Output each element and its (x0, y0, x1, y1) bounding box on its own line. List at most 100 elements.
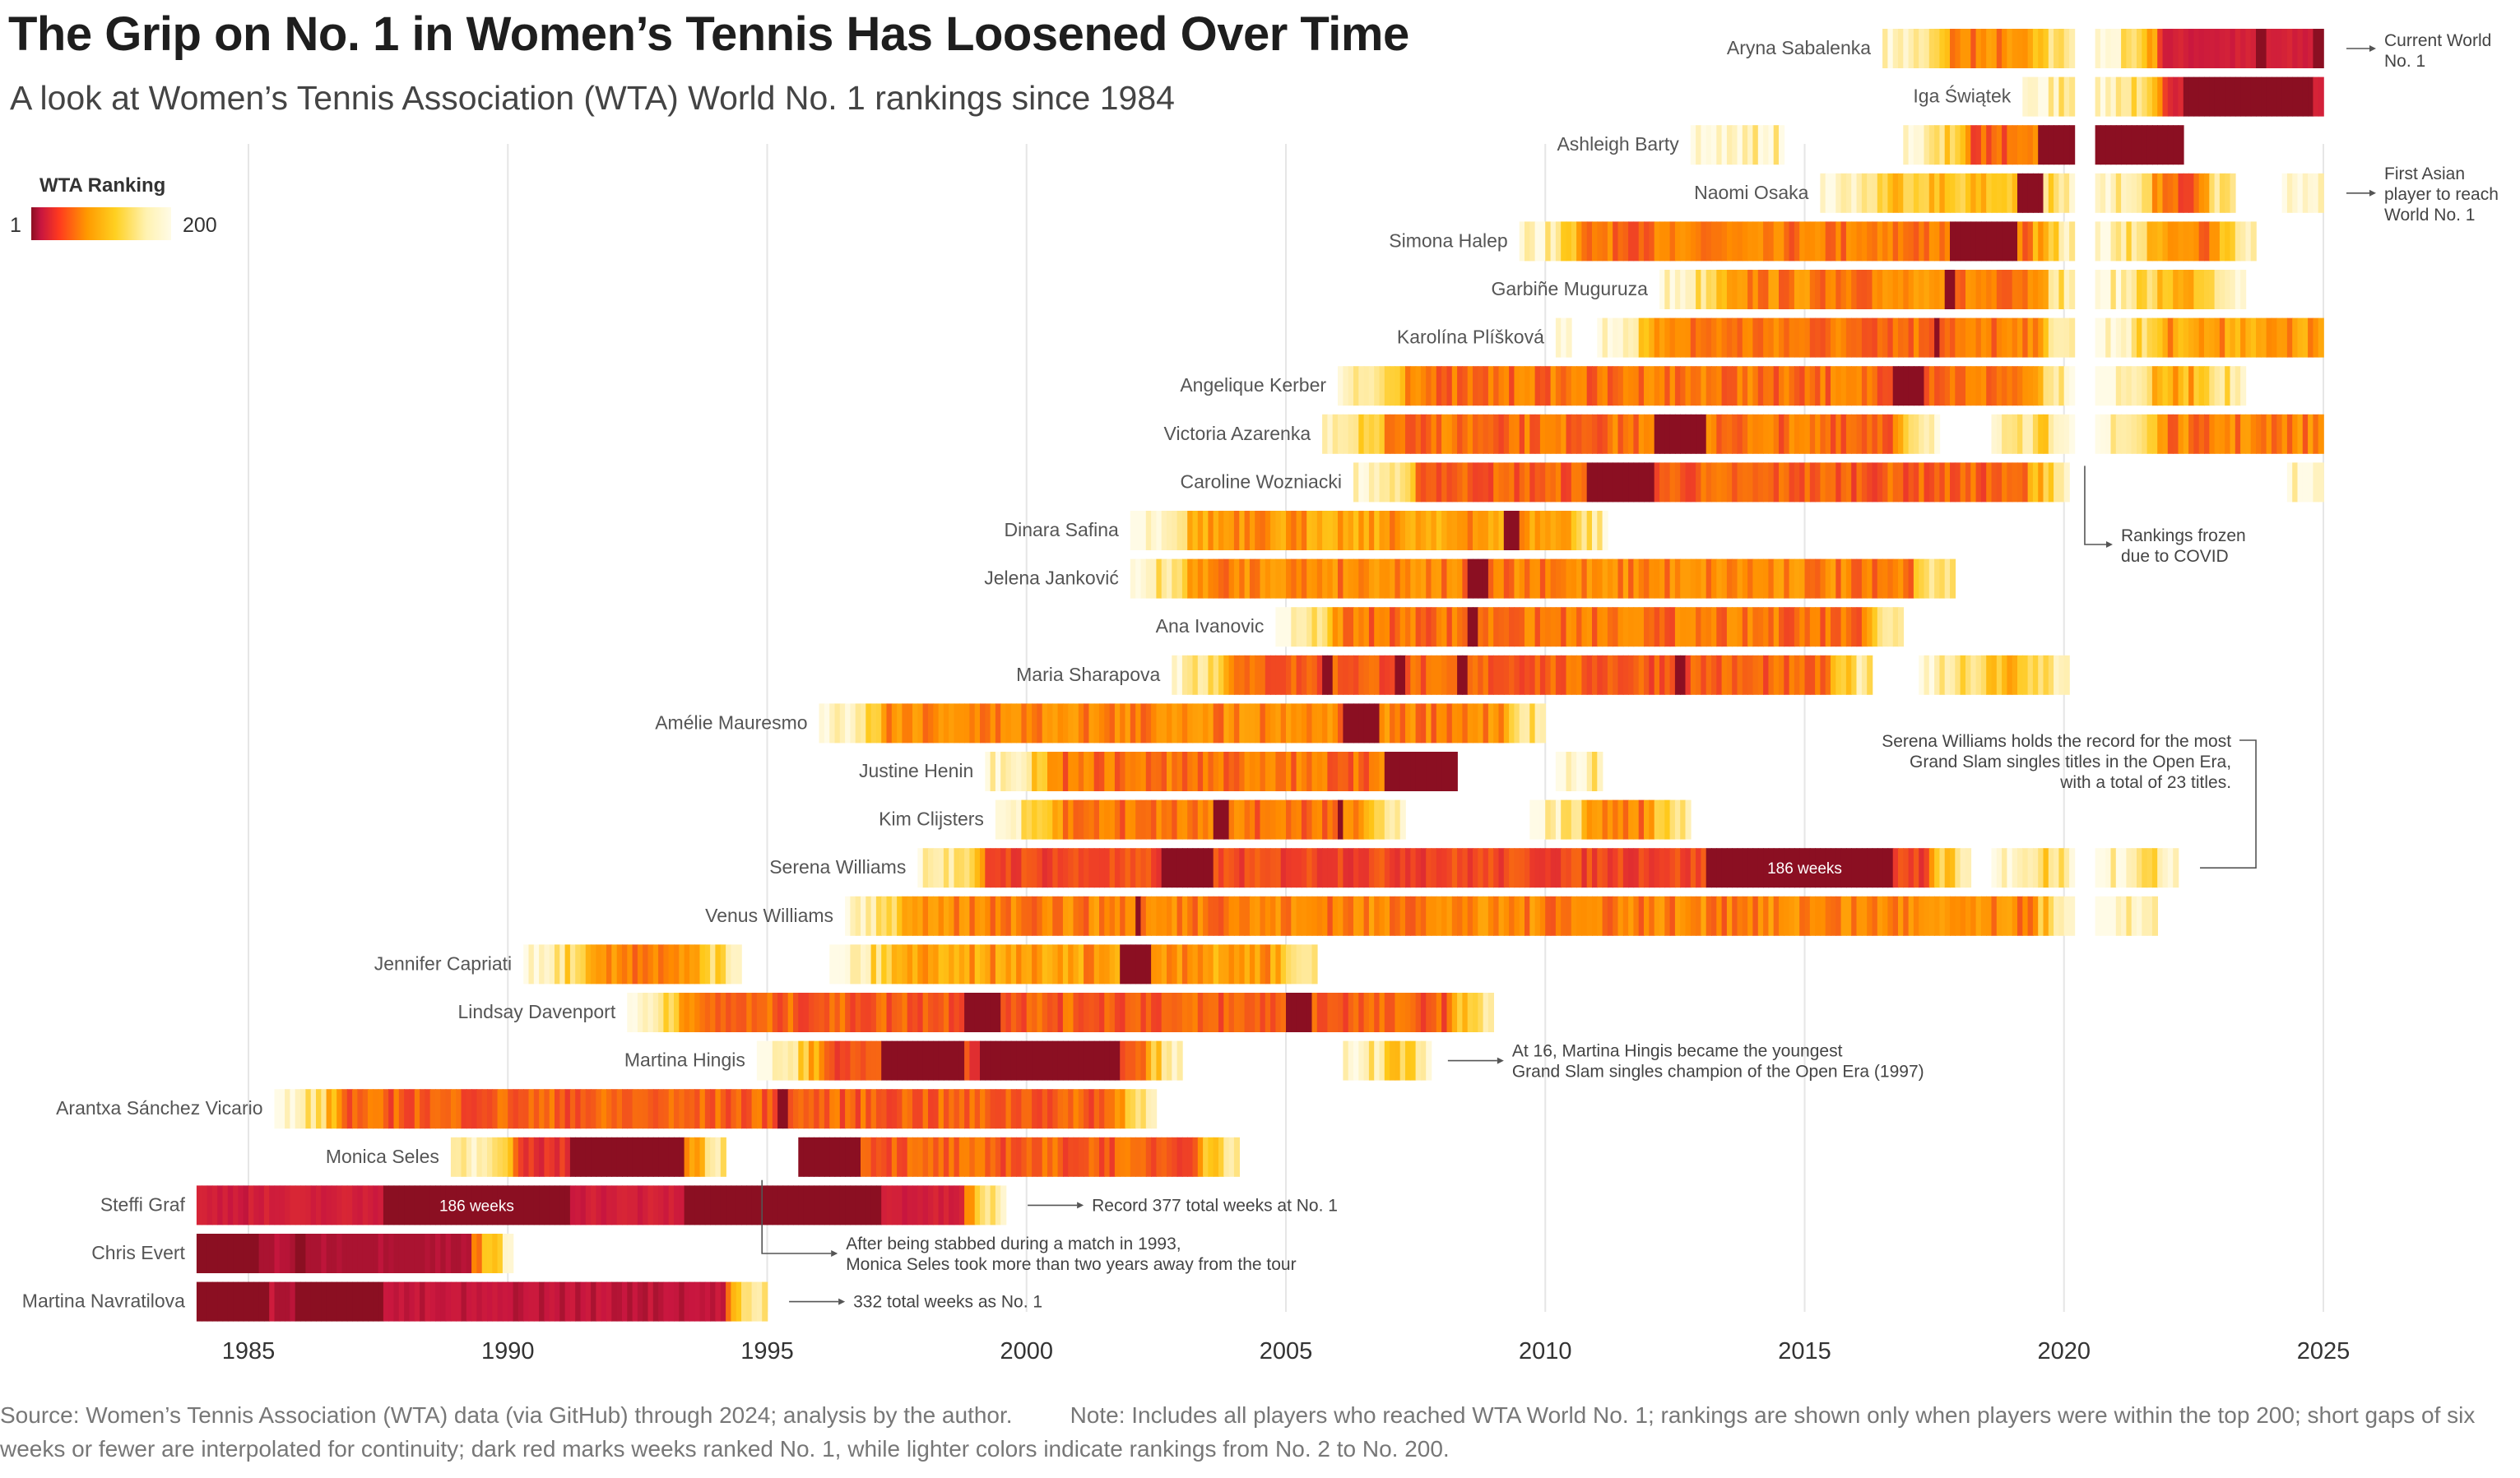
ranking-segment-victoria-azarenka-0 (1322, 414, 1941, 454)
ranking-segment-angelique-kerber-0 (1338, 366, 2076, 406)
player-label-caroline-wozniacki: Caroline Wozniacki (1181, 470, 1342, 492)
player-row-ana-ivanovic: Ana Ivanovic (1156, 607, 1905, 647)
ranking-segment-chris-evert-0 (196, 1234, 514, 1273)
ranking-segment-simona-halep-0 (1519, 221, 2076, 262)
player-label-serena-williams: Serena Williams (769, 856, 906, 878)
player-label-arantxa-sanchez-vicario: Arantxa Sánchez Vicario (56, 1097, 262, 1119)
annotation-martina-hingis-arrow (1497, 1057, 1504, 1064)
ranking-segment-maria-sharapova-1 (1919, 655, 2070, 695)
ranking-segment-ashleigh-barty-0 (1690, 125, 1785, 165)
x-tick-2020: 2020 (2037, 1338, 2091, 1364)
player-row-jelena-jankovic: Jelena Janković (984, 558, 1956, 599)
ranking-segment-naomi-osaka-2 (2281, 173, 2324, 213)
x-tick-1995: 1995 (740, 1338, 794, 1364)
ranking-segment-serena-williams-2 (2095, 848, 2179, 888)
player-row-victoria-azarenka: Victoria Azarenka (1164, 414, 2324, 454)
ranking-segment-martina-hingis-0 (756, 1040, 1183, 1081)
annotation-caroline-wozniacki-arrow (2105, 541, 2113, 548)
ranking-segment-kim-clijsters-0 (995, 799, 1406, 840)
ranking-segment-karolina-pliskova-0 (1555, 317, 1572, 358)
bar-label-serena-williams: 186 weeks (1767, 860, 1842, 878)
player-label-karolina-pliskova: Karolína Plíšková (1397, 327, 1544, 348)
ranking-segment-karolina-pliskova-1 (1597, 317, 2076, 358)
annotation-martina-navratilova: 332 total weeks as No. 1 (789, 1293, 1042, 1312)
ranking-segment-iga-swiatek-0 (2022, 76, 2076, 117)
player-label-victoria-azarenka: Victoria Azarenka (1164, 423, 1311, 444)
ranking-segment-monica-seles-0 (450, 1137, 726, 1177)
annotation-aryna-sabalenka-text: Current World No. 1 (2384, 31, 2491, 71)
x-tick-2005: 2005 (1260, 1338, 1313, 1364)
player-row-martina-navratilova: Martina Navratilova (22, 1281, 768, 1322)
player-row-aryna-sabalenka: Aryna Sabalenka (1727, 29, 2324, 68)
player-row-monica-seles: Monica Seles (326, 1137, 1240, 1177)
player-label-aryna-sabalenka: Aryna Sabalenka (1727, 37, 1871, 58)
legend-min-label: 1 (10, 214, 21, 237)
player-label-justine-henin: Justine Henin (859, 760, 973, 781)
player-label-chris-evert: Chris Evert (91, 1242, 185, 1263)
player-label-simona-halep: Simona Halep (1389, 229, 1507, 251)
ranking-segment-aryna-sabalenka-0 (1882, 29, 2076, 68)
ranking-segment-naomi-osaka-1 (2095, 173, 2236, 213)
annotations: Current World No. 1 First Asian player to r… (761, 31, 2499, 1312)
player-label-lindsay-davenport: Lindsay Davenport (457, 1001, 615, 1022)
ranking-segment-angelique-kerber-1 (2095, 366, 2247, 406)
player-label-ana-ivanovic: Ana Ivanovic (1156, 615, 1265, 637)
x-axis: 1985 1990 1995 2000 2005 2010 2015 2020 2025 (222, 1338, 2351, 1364)
player-label-jennifer-capriati: Jennifer Capriati (374, 952, 512, 974)
ranking-segment-jennifer-capriati-1 (829, 944, 1318, 985)
chart-title: The Grip on No. 1 in Women’s Tennis Has … (8, 7, 1409, 61)
annotation-steffi-graf-arrow (1077, 1202, 1084, 1209)
player-label-steffi-graf: Steffi Graf (100, 1193, 186, 1215)
player-label-maria-sharapova: Maria Sharapova (1016, 664, 1160, 685)
legend-title: WTA Ranking (39, 174, 166, 197)
ranking-segment-ashleigh-barty-1 (1903, 125, 2076, 165)
legend-color-ramp (31, 207, 171, 240)
ranking-segment-jennifer-capriati-0 (523, 944, 742, 985)
annotation-naomi-osaka: First Asian player to reach World No. 1 (2346, 164, 2499, 225)
player-row-martina-hingis: Martina Hingis (624, 1040, 1432, 1081)
annotation-caroline-wozniacki: Rankings frozen due to COVID (2084, 466, 2246, 566)
ranking-segment-amelie-mauresmo-0 (819, 703, 1546, 744)
player-row-venus-williams: Venus Williams (705, 896, 2158, 936)
ranking-segment-karolina-pliskova-2 (2095, 317, 2324, 358)
annotation-monica-seles-arrow (831, 1250, 838, 1257)
player-row-caroline-wozniacki: Caroline Wozniacki (1181, 462, 2324, 503)
ranking-segment-venus-williams-0 (845, 896, 2076, 936)
ranking-segment-martina-hingis-1 (1343, 1040, 1432, 1081)
player-row-steffi-graf: Steffi Graf (100, 1185, 1007, 1225)
bar-label-steffi-graf: 186 weeks (439, 1198, 514, 1215)
ranking-segment-venus-williams-1 (2095, 896, 2158, 936)
ranking-segment-naomi-osaka-0 (1820, 173, 2076, 213)
player-row-garbine-muguruza: Garbiñe Muguruza (1491, 270, 2247, 309)
player-row-simona-halep: Simona Halep (1389, 221, 2257, 262)
footer: Source: Women’s Tennis Association (WTA)… (0, 1398, 2520, 1466)
player-row-karolina-pliskova: Karolína Plíšková (1397, 317, 2324, 358)
player-label-venus-williams: Venus Williams (705, 905, 833, 926)
ranking-segment-martina-navratilova-0 (196, 1281, 768, 1322)
x-tick-2015: 2015 (1778, 1338, 1831, 1364)
ranking-segment-iga-swiatek-1 (2095, 76, 2324, 117)
ranking-segment-lindsay-davenport-0 (627, 993, 1494, 1032)
footer-note: Note: Includes all players who reached W… (0, 1402, 2476, 1462)
ranking-segment-simona-halep-1 (2095, 221, 2257, 262)
ranking-segment-aryna-sabalenka-1 (2095, 29, 2324, 68)
ranking-segment-jelena-jankovic-0 (1130, 558, 1956, 599)
x-tick-2025: 2025 (2297, 1338, 2351, 1364)
ranking-segment-serena-williams-1 (1991, 848, 2076, 888)
ranking-segment-ashleigh-barty-2 (2095, 125, 2184, 165)
ranking-segment-caroline-wozniacki-0 (1353, 462, 2070, 503)
player-row-chris-evert: Chris Evert (91, 1234, 514, 1273)
ranking-segment-justine-henin-1 (1555, 752, 1603, 791)
player-label-monica-seles: Monica Seles (326, 1146, 439, 1167)
ranking-segment-monica-seles-1 (798, 1137, 1240, 1177)
player-row-ashleigh-barty: Ashleigh Barty (1557, 125, 2184, 165)
ranking-segment-steffi-graf-0 (196, 1185, 1007, 1225)
annotation-steffi-graf-text: Record 377 total weeks at No. 1 (1092, 1196, 1338, 1215)
player-label-martina-navratilova: Martina Navratilova (22, 1290, 185, 1312)
player-label-kim-clijsters: Kim Clijsters (879, 808, 984, 830)
ranking-segment-arantxa-sanchez-vicario-0 (274, 1089, 1158, 1129)
footer-source: Source: Women’s Tennis Association (WTA)… (0, 1402, 1013, 1428)
player-row-kim-clijsters: Kim Clijsters (879, 799, 1692, 840)
ranking-segment-victoria-azarenka-1 (1991, 414, 2076, 454)
ranking-segment-maria-sharapova-0 (1172, 655, 1873, 695)
